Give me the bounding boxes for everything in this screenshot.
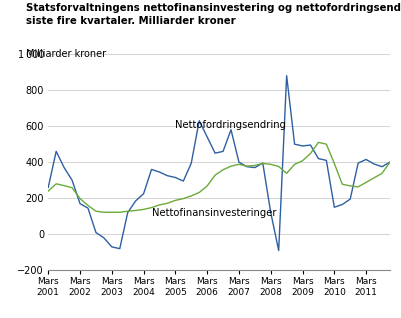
Text: Milliarder kroner: Milliarder kroner [26, 49, 106, 59]
Text: Nettofordringsendring: Nettofordringsendring [175, 120, 286, 130]
Text: Nettofinansinvesteringer: Nettofinansinvesteringer [151, 208, 275, 218]
Text: Statsforvaltningens nettofinansinvestering og nettofordringsendring
siste fire k: Statsforvaltningens nettofinansinvesteri… [26, 3, 401, 25]
